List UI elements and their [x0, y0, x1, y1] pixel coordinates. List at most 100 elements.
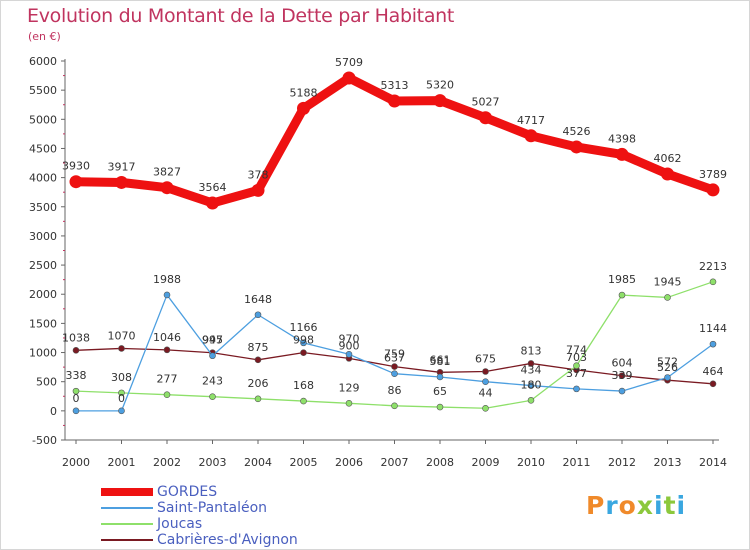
data-label-series-0: 4398 [608, 132, 636, 145]
data-label-series-0: 3917 [108, 160, 136, 173]
series-3-point [118, 345, 125, 352]
data-label-series-2: 86 [388, 384, 402, 397]
series-1-point [254, 311, 262, 319]
series-1-point [709, 340, 717, 348]
data-label-series-2: 129 [339, 381, 360, 394]
data-label-series-1: 581 [430, 355, 451, 368]
series-2-point [254, 395, 262, 403]
series-3-point [300, 349, 307, 356]
series-2-point [345, 400, 353, 407]
series-2-point [618, 291, 626, 299]
data-label-series-2: 1945 [654, 275, 682, 288]
x-tick-label: 2011 [563, 456, 591, 469]
data-label-series-0: 5313 [381, 79, 409, 92]
data-label-series-1: 1144 [699, 322, 727, 335]
series-2-point [664, 294, 671, 301]
y-tick-label: 4500 [29, 142, 57, 155]
legend-label: GORDES [157, 484, 218, 500]
series-1-point [209, 352, 216, 360]
logo-letter: x [636, 491, 654, 520]
legend-label: Joucas [157, 516, 203, 532]
series-2-point [391, 402, 398, 410]
series-0-point [706, 183, 720, 197]
y-tick-label: 0 [50, 405, 57, 418]
y-tick-label: 2000 [29, 288, 57, 301]
data-label-series-1: 339 [612, 369, 633, 382]
series-1-point [527, 382, 535, 389]
x-tick-label: 2004 [244, 456, 272, 469]
data-label-series-2: 168 [293, 379, 314, 392]
data-label-series-0: 4062 [654, 152, 682, 165]
data-label-series-0: 3789 [699, 168, 727, 181]
series-1-point [436, 373, 444, 381]
data-label-series-1: 0 [73, 392, 80, 405]
series-2-point [72, 387, 80, 395]
series-0-point [69, 175, 83, 189]
x-tick-label: 2000 [62, 456, 90, 469]
data-label-series-2: 206 [248, 377, 269, 390]
data-label-series-2: 277 [157, 373, 178, 386]
x-tick-label: 2003 [199, 456, 227, 469]
y-tick-label: 6000 [29, 55, 57, 68]
series-0-point [570, 140, 583, 154]
data-label-series-0: 378 [248, 168, 269, 181]
x-tick-label: 2013 [654, 456, 682, 469]
series-1-point [300, 339, 307, 347]
chart-subtitle: (en €) [28, 30, 61, 43]
data-label-series-0: 5709 [335, 56, 363, 69]
series-1-point [573, 385, 580, 393]
data-label-series-1: 1648 [244, 293, 272, 306]
series-0-point [251, 183, 265, 197]
series-2-point [527, 397, 535, 404]
series-1-point [72, 407, 80, 415]
x-tick-label: 2012 [608, 456, 636, 469]
data-label-series-0: 5188 [290, 86, 318, 99]
data-label-series-3: 900 [339, 339, 360, 352]
data-label-series-3: 675 [475, 352, 496, 365]
data-label-series-0: 4717 [517, 114, 545, 127]
data-label-series-3: 661 [430, 353, 451, 366]
y-tick-label: 1000 [29, 347, 57, 360]
logo-letter: t [663, 491, 677, 520]
data-label-series-3: 1070 [108, 329, 136, 342]
data-label-series-2: 774 [566, 344, 587, 357]
series-0-point [524, 129, 538, 143]
series-3-point [254, 356, 262, 364]
data-label-series-1: 945 [202, 334, 223, 347]
legend-swatch [101, 488, 153, 496]
logo-letter: o [618, 491, 637, 520]
data-label-series-3: 759 [384, 348, 405, 361]
data-label-series-1: 1988 [153, 273, 181, 286]
x-tick-label: 2014 [699, 456, 727, 469]
x-tick-label: 2007 [381, 456, 409, 469]
data-label-series-3: 1046 [153, 331, 181, 344]
data-label-series-3: 464 [703, 365, 724, 378]
proxiti-logo: Proxiti [586, 491, 686, 520]
y-tick-label: 4000 [29, 172, 57, 185]
data-label-series-0: 5027 [472, 96, 500, 109]
series-2-point [163, 391, 171, 398]
data-label-series-3: 604 [612, 357, 633, 370]
data-label-series-2: 243 [202, 375, 223, 388]
logo-letter: P [586, 491, 606, 520]
series-2-point [436, 403, 444, 411]
data-label-series-1: 970 [339, 332, 360, 345]
series-1-point [345, 350, 353, 358]
series-3-point [391, 363, 398, 370]
chart-axes: -500 0 500 1000 1500 2000 2500 3000 3500 4000 4500… [29, 55, 727, 469]
x-tick-label: 2002 [153, 456, 181, 469]
x-tick-label: 2010 [517, 456, 545, 469]
data-label-series-3: 703 [566, 351, 587, 364]
data-label-series-2: 180 [521, 378, 542, 391]
data-label-series-2: 44 [479, 386, 493, 399]
series-3-point [709, 380, 717, 388]
data-label-series-0: 4526 [563, 125, 591, 138]
logo-letter: i [654, 491, 664, 520]
legend-swatch [101, 539, 153, 541]
series-2-point [118, 389, 125, 397]
series-2-point [573, 362, 580, 370]
series-0-point [206, 196, 219, 210]
series-1-point [664, 374, 671, 381]
series-0-point [479, 111, 492, 125]
